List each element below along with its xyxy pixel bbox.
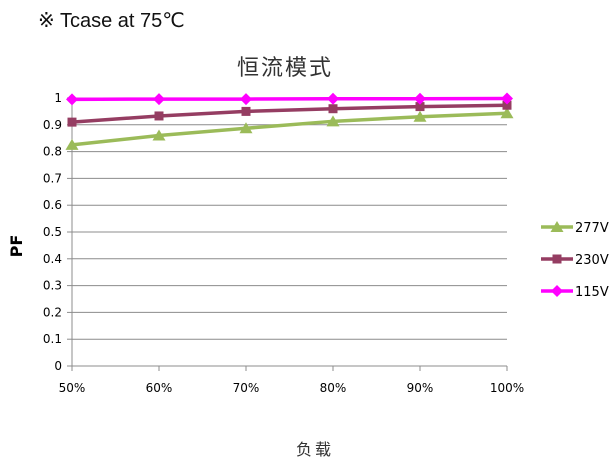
x-tick-label: 50% <box>59 381 86 395</box>
data-point-230V <box>502 100 512 110</box>
y-tick-label: 0.6 <box>43 198 62 212</box>
data-point-230V <box>154 111 164 121</box>
series-line-277V <box>71 111 508 147</box>
legend: 277V 230V 115V <box>541 221 609 300</box>
x-tick-label: 100% <box>490 381 524 395</box>
data-point-277V <box>152 129 166 141</box>
chart-title: 恒流模式 <box>237 56 333 81</box>
legend-swatch-marker <box>552 254 562 264</box>
data-point-277V <box>239 122 253 134</box>
data-point-115V <box>153 93 165 106</box>
series-group <box>65 92 514 150</box>
y-axis-label: PF <box>7 235 26 258</box>
y-tick-label: 1 <box>54 91 62 105</box>
data-point-277V <box>326 115 340 127</box>
y-axis-ticks: 0 0.1 0.2 0.3 0.4 0.5 0.6 0.7 0.8 0.9 1 <box>43 91 72 373</box>
data-point-115V <box>240 93 252 106</box>
y-tick-label: 0 <box>54 359 62 373</box>
series-line-230V <box>71 103 508 124</box>
data-point-115V <box>66 93 78 106</box>
x-tick-label: 90% <box>407 381 434 395</box>
data-point-277V <box>413 110 427 122</box>
series-277V <box>65 107 514 150</box>
series-230V <box>67 100 512 127</box>
y-tick-label: 0.9 <box>43 118 62 132</box>
data-point-115V <box>501 92 513 105</box>
legend-item-277V: 277V <box>541 221 609 236</box>
x-axis-label: 负载 <box>296 440 334 459</box>
data-point-115V <box>414 92 426 105</box>
data-point-230V <box>67 117 77 127</box>
data-point-115V <box>327 92 339 105</box>
y-tick-label: 0.4 <box>43 252 62 266</box>
legend-label: 230V <box>575 253 609 268</box>
x-axis-ticks: 50% 60% 70% 80% 90% 100% <box>59 366 524 395</box>
gridlines <box>72 97 507 340</box>
y-tick-label: 0.8 <box>43 145 62 159</box>
series-115V <box>66 92 513 106</box>
data-point-230V <box>415 102 425 112</box>
x-tick-label: 60% <box>146 381 173 395</box>
data-point-277V <box>500 107 514 119</box>
legend-item-115V: 115V <box>541 285 609 300</box>
y-tick-label: 0.5 <box>43 225 62 239</box>
legend-swatch-marker <box>551 285 563 297</box>
legend-swatch-marker <box>550 221 564 232</box>
legend-label: 277V <box>575 221 609 236</box>
y-tick-label: 0.7 <box>43 171 62 185</box>
y-tick-label: 0.1 <box>43 332 62 346</box>
x-tick-label: 70% <box>233 381 260 395</box>
legend-label: 115V <box>575 285 609 300</box>
y-tick-label: 0.3 <box>43 279 62 293</box>
y-tick-label: 0.2 <box>43 305 62 319</box>
case-temperature-note: ※ Tcase at 75℃ <box>38 10 185 32</box>
series-line-115V <box>71 96 508 102</box>
x-tick-label: 80% <box>320 381 347 395</box>
data-point-277V <box>65 138 79 150</box>
legend-item-230V: 230V <box>541 253 609 268</box>
data-point-230V <box>328 104 338 114</box>
data-point-230V <box>241 106 251 116</box>
